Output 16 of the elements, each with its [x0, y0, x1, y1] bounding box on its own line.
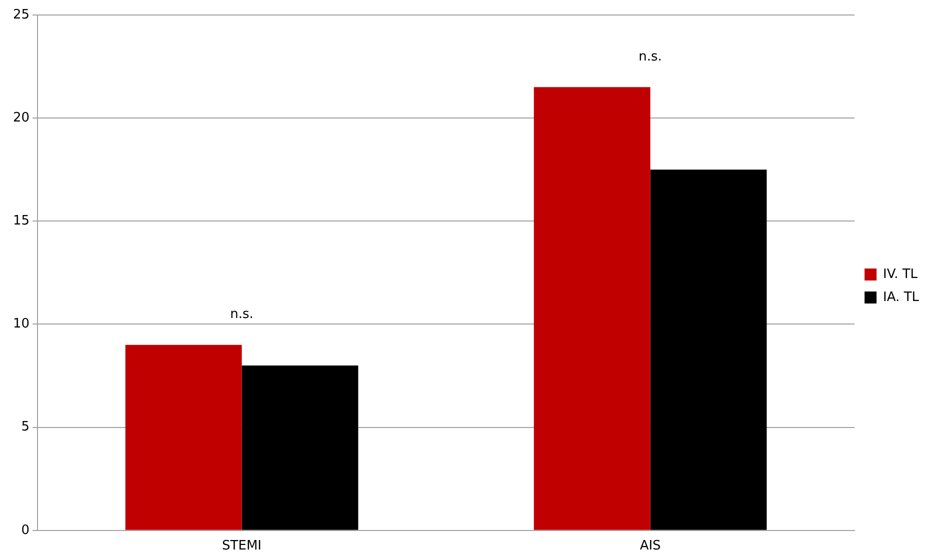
bar — [242, 365, 358, 530]
bar — [534, 87, 650, 530]
x-tick-label: STEMI — [222, 538, 262, 554]
legend-label: IV. TL — [883, 266, 918, 282]
legend-label: IA. TL — [883, 290, 920, 305]
y-tick-label: 10 — [12, 316, 30, 332]
y-tick-label: 20 — [12, 110, 30, 126]
annotation: n.s. — [638, 50, 662, 65]
annotation: n.s. — [230, 307, 254, 322]
y-tick-label: 25 — [12, 7, 30, 22]
y-tick-label: 5 — [21, 420, 30, 435]
bar — [125, 344, 242, 530]
bar — [650, 170, 767, 530]
y-tick-label: 15 — [12, 214, 30, 229]
x-tick-label: AIS — [640, 538, 661, 554]
y-tick-label: 0 — [21, 522, 30, 538]
